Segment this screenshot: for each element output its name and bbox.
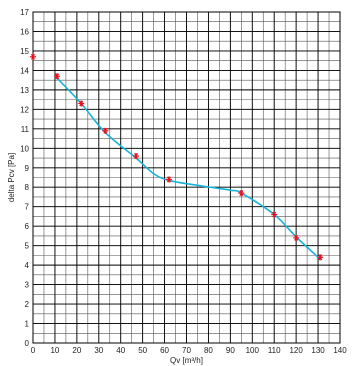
data-point-marker [78, 100, 85, 107]
data-point-marker [271, 211, 278, 218]
y-tick-label: 9 [25, 164, 30, 173]
x-tick-label: 100 [246, 346, 260, 355]
y-tick-label: 15 [20, 47, 29, 56]
data-point-marker [102, 127, 109, 134]
y-tick-label: 12 [20, 105, 29, 114]
y-tick-label: 8 [25, 183, 30, 192]
data-point-marker [238, 190, 245, 197]
x-tick-label: 30 [94, 346, 103, 355]
y-tick-label: 3 [25, 281, 30, 290]
x-tick-label: 80 [204, 346, 213, 355]
major-grid [32, 11, 341, 344]
y-tick-label: 14 [20, 66, 29, 75]
y-tick-label: 6 [25, 222, 30, 231]
x-tick-label: 10 [50, 346, 59, 355]
measured-points [30, 53, 324, 261]
data-point-marker [293, 234, 300, 241]
data-point-marker [133, 153, 140, 160]
data-point-marker [165, 176, 172, 183]
x-tick-label: 0 [31, 346, 36, 355]
data-point-marker [54, 73, 61, 80]
fitted-curve-line [56, 77, 321, 260]
x-tick-labels: 0 10 20 30 40 50 60 70 80 90 100 110 120 130 140 [31, 346, 347, 355]
data-point-marker [317, 254, 324, 261]
y-tick-label: 0 [25, 339, 30, 348]
y-axis-label: delta Pcv [Pa] [7, 153, 16, 202]
x-tick-label: 40 [116, 346, 125, 355]
y-tick-label: 17 [20, 8, 29, 17]
data-point-marker [30, 53, 36, 60]
y-tick-label: 7 [25, 203, 30, 212]
y-tick-label: 16 [20, 27, 29, 36]
x-tick-label: 70 [182, 346, 191, 355]
y-tick-label: 11 [21, 125, 30, 134]
x-tick-label: 130 [311, 346, 325, 355]
x-tick-label: 120 [289, 346, 303, 355]
x-tick-label: 50 [138, 346, 147, 355]
x-tick-label: 20 [72, 346, 81, 355]
y-tick-label: 5 [25, 242, 30, 251]
y-tick-label: 13 [20, 86, 29, 95]
y-tick-label: 4 [25, 261, 30, 270]
x-tick-label: 140 [333, 346, 347, 355]
x-tick-label: 60 [160, 346, 169, 355]
y-tick-label: 10 [20, 144, 29, 153]
x-tick-label: 90 [226, 346, 235, 355]
y-tick-label: 1 [25, 320, 30, 329]
plot-frame [32, 11, 341, 344]
x-axis-label: Qv [m³/h] [170, 356, 203, 365]
x-tick-label: 110 [268, 346, 281, 355]
y-tick-label: 2 [25, 300, 30, 309]
